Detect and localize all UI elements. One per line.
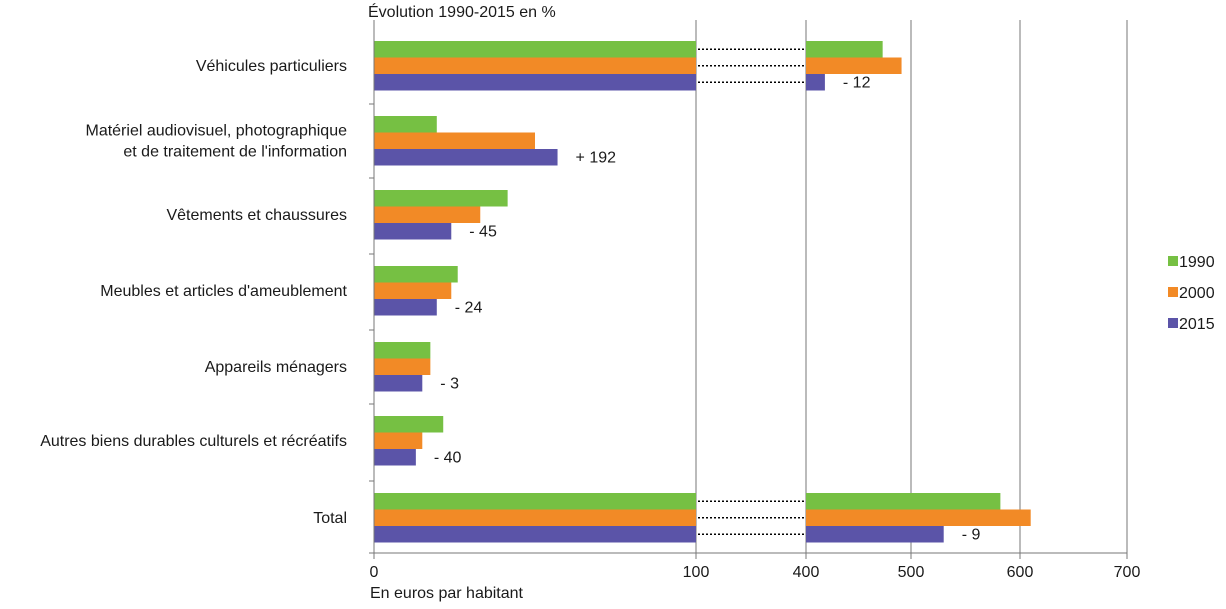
x-tick-label-100: 100: [683, 564, 710, 581]
bar-2000-6-right: [806, 509, 1031, 526]
gridlines: [695, 20, 1128, 553]
bar-2015-6-right: [806, 526, 944, 543]
category-label-6: Total: [313, 510, 347, 527]
bar-2015-2: [374, 223, 452, 240]
bar-2015-0-left: [374, 74, 696, 91]
category-label-1-0: Matériel audiovisuel, photographique: [85, 122, 347, 139]
bar-1990-5: [374, 416, 444, 433]
bar-2015-3: [374, 299, 437, 316]
bar-1990-4: [374, 342, 431, 359]
bar-2000-0-left: [374, 57, 696, 74]
x-tick-label-0: 0: [370, 564, 379, 581]
tick-labels: 0 100 400 500 600 700: [370, 564, 1141, 581]
category-label-2: Vêtements et chaussures: [166, 207, 347, 224]
x-tick-label-500: 500: [898, 564, 925, 581]
x-tick-label-600: 600: [1007, 564, 1034, 581]
bar-2015-1: [374, 149, 558, 166]
axis-break-markers: [698, 48, 804, 536]
category-label-4: Appareils ménagers: [205, 359, 347, 376]
bar-1990-6-left: [374, 493, 696, 510]
bar-2015-4: [374, 375, 423, 392]
bar-1990-6-right: [806, 493, 1001, 510]
bar-2015-5: [374, 449, 416, 466]
bar-1990-2: [374, 190, 508, 207]
bars: [374, 41, 1031, 543]
bar-2015-0-right: [806, 74, 825, 91]
legend-swatch-2000: [1168, 287, 1178, 297]
annotation-4: - 3: [440, 375, 459, 392]
legend-label-2000: 2000: [1179, 285, 1215, 302]
legend-label-1990: 1990: [1179, 254, 1215, 271]
legend: 1990 2000 2015: [1168, 254, 1215, 333]
bar-2000-3: [374, 282, 452, 299]
bar-2000-1: [374, 132, 535, 149]
legend-label-2015: 2015: [1179, 316, 1215, 333]
annotation-5: - 40: [434, 449, 462, 466]
bar-1990-0-left: [374, 41, 696, 58]
bar-1990-1: [374, 116, 437, 133]
annotation-6: - 9: [962, 526, 981, 543]
category-labels: Véhicules particuliers Matériel audiovisu…: [40, 58, 347, 527]
annotation-1: + 192: [576, 149, 617, 166]
category-label-5: Autres biens durables culturels et récré…: [40, 433, 347, 450]
chart-subtitle: Évolution 1990-2015 en %: [368, 2, 556, 21]
bar-2000-6-left: [374, 509, 696, 526]
bar-2015-6-left: [374, 526, 696, 543]
legend-swatch-2015: [1168, 318, 1178, 328]
x-tick-label-400: 400: [793, 564, 820, 581]
bar-2000-5: [374, 432, 423, 449]
x-tick-label-700: 700: [1114, 564, 1141, 581]
category-label-3: Meubles et articles d'ameublement: [100, 283, 347, 300]
annotation-0: - 12: [843, 74, 871, 91]
bar-1990-0-right: [806, 41, 883, 58]
bar-1990-3: [374, 266, 458, 283]
annotations: - 12 + 192 - 45 - 24 - 3 - 40 - 9: [434, 74, 981, 543]
category-label-0: Véhicules particuliers: [196, 58, 347, 75]
category-label-1-1: et de traitement de l'information: [123, 143, 347, 160]
bar-2000-4: [374, 358, 431, 375]
bar-2000-2: [374, 206, 481, 223]
legend-swatch-1990: [1168, 256, 1178, 266]
annotation-2: - 45: [469, 223, 497, 240]
annotation-3: - 24: [455, 299, 483, 316]
bar-2000-0-right: [806, 57, 902, 74]
axes: [369, 20, 1128, 559]
x-axis-label: En euros par habitant: [370, 585, 524, 602]
